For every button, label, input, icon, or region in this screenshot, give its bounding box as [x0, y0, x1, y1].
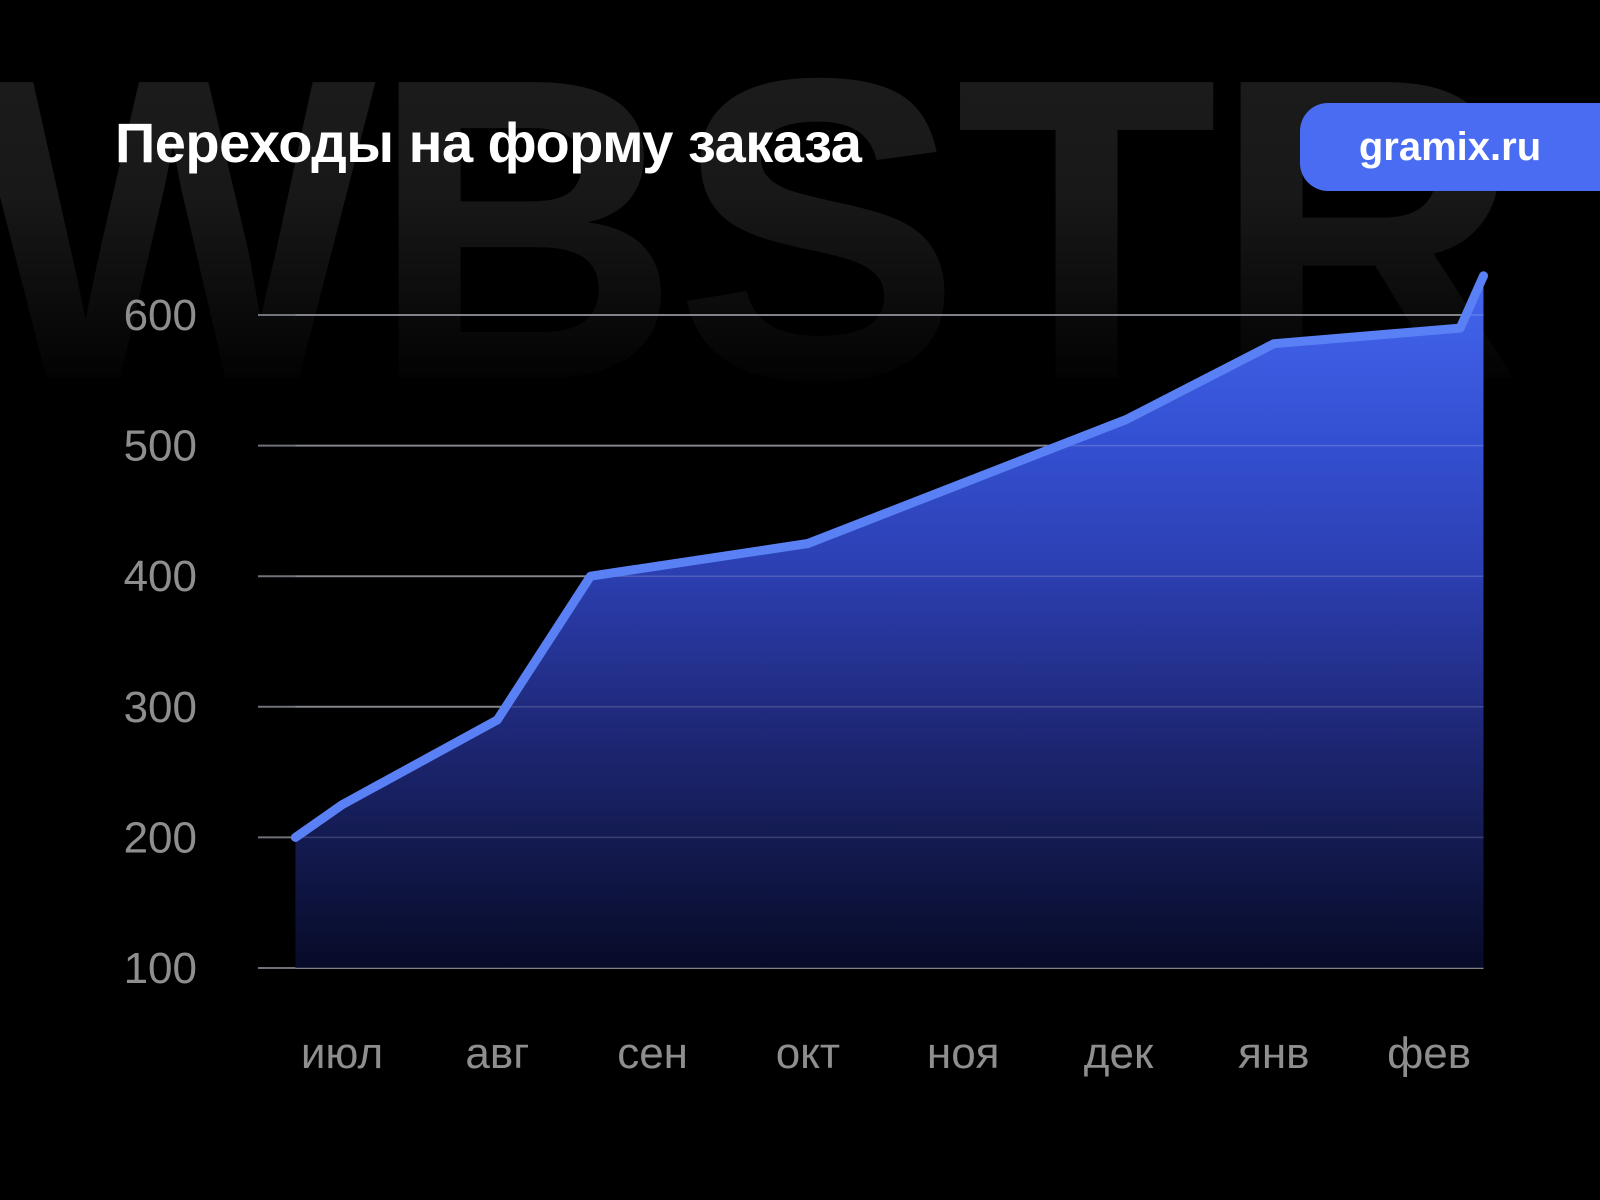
x-tick-label: фев	[1387, 1029, 1471, 1078]
y-tick-label: 500	[124, 422, 197, 471]
x-tick-label: сен	[617, 1029, 688, 1078]
x-tick-label: окт	[776, 1029, 840, 1078]
page-title: Переходы на форму заказа	[115, 111, 862, 174]
area-fill	[295, 275, 1484, 968]
trend-line	[290, 271, 1488, 842]
x-tick-label: ноя	[927, 1029, 1000, 1078]
site-badge[interactable]: gramix.ru	[1300, 103, 1600, 191]
x-tick-label: дек	[1084, 1029, 1154, 1078]
badge-label: gramix.ru	[1358, 124, 1542, 169]
y-tick-label: 300	[124, 683, 197, 732]
x-tick-label: янв	[1238, 1029, 1310, 1078]
x-tick-label: июл	[301, 1029, 383, 1078]
x-tick-label: авг	[465, 1029, 529, 1078]
y-tick-label: 400	[124, 552, 197, 601]
y-tick-label: 600	[124, 291, 197, 340]
y-tick-label: 100	[124, 944, 197, 993]
y-tick-label: 200	[124, 813, 197, 862]
